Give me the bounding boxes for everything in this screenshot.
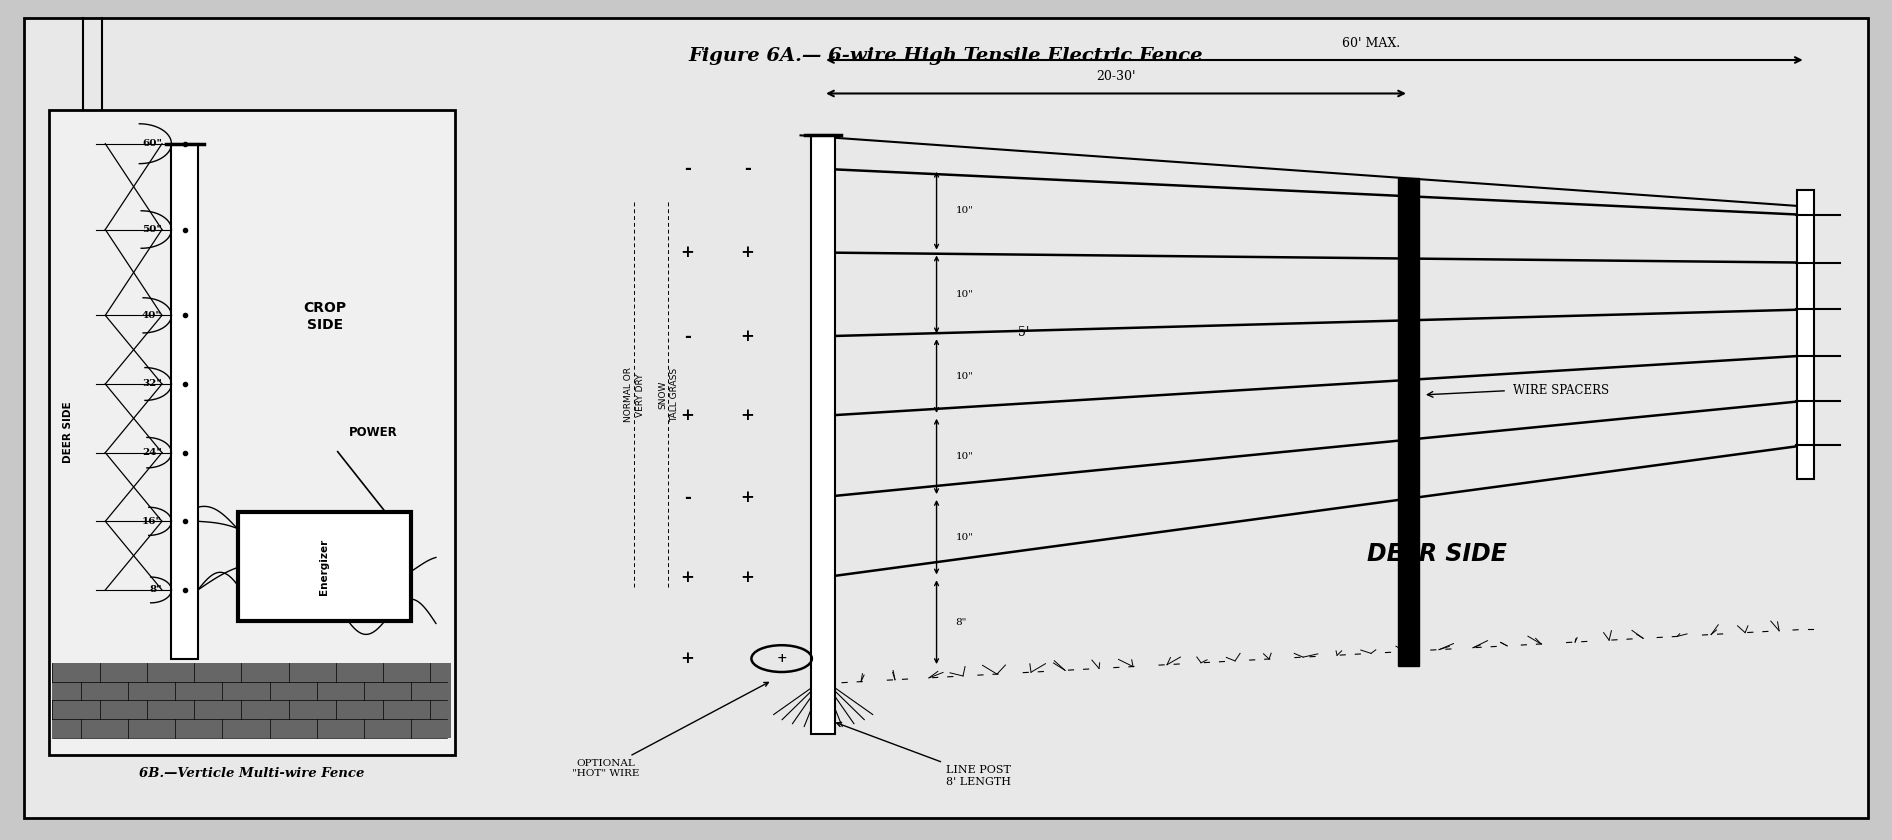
Text: 60' MAX.: 60' MAX. bbox=[1341, 37, 1400, 50]
Text: POWER: POWER bbox=[350, 426, 397, 439]
Text: +: + bbox=[681, 650, 694, 667]
Bar bbox=[172, 144, 199, 659]
Text: LINE POST
8' LENGTH: LINE POST 8' LENGTH bbox=[836, 722, 1010, 786]
Text: CROP
SIDE: CROP SIDE bbox=[303, 302, 346, 332]
Text: +: + bbox=[740, 407, 755, 424]
Text: 10": 10" bbox=[955, 371, 974, 381]
Text: SNOW
TALL GRASS: SNOW TALL GRASS bbox=[658, 368, 679, 422]
Text: 20-30': 20-30' bbox=[1095, 71, 1135, 83]
Text: DEER SIDE: DEER SIDE bbox=[62, 402, 72, 464]
Text: 50": 50" bbox=[142, 225, 163, 234]
Text: 8": 8" bbox=[149, 585, 163, 595]
Text: +: + bbox=[740, 244, 755, 261]
Text: +: + bbox=[681, 407, 694, 424]
Bar bbox=[1797, 190, 1814, 479]
Text: 5': 5' bbox=[1018, 327, 1029, 339]
Bar bbox=[1398, 178, 1419, 666]
Text: 16": 16" bbox=[142, 517, 163, 526]
Text: WIRE SPACERS: WIRE SPACERS bbox=[1514, 384, 1608, 397]
Text: 6B.—Verticle Multi-wire Fence: 6B.—Verticle Multi-wire Fence bbox=[138, 767, 365, 780]
Text: 10": 10" bbox=[955, 206, 974, 215]
Text: -: - bbox=[683, 489, 691, 506]
Text: +: + bbox=[776, 652, 787, 665]
Text: +: + bbox=[681, 569, 694, 585]
Text: -: - bbox=[683, 160, 691, 177]
Text: +: + bbox=[740, 328, 755, 344]
Text: 40": 40" bbox=[142, 311, 163, 320]
Text: -: - bbox=[744, 160, 751, 177]
Text: +: + bbox=[681, 244, 694, 261]
Text: Figure 6A.— 6-wire High Tensile Electric Fence: Figure 6A.— 6-wire High Tensile Electric… bbox=[689, 47, 1203, 65]
Text: 24": 24" bbox=[142, 449, 163, 457]
Bar bbox=[49, 110, 454, 755]
Text: 10": 10" bbox=[955, 533, 974, 542]
Text: 32": 32" bbox=[142, 380, 163, 388]
Text: DEER SIDE: DEER SIDE bbox=[1368, 542, 1508, 566]
Text: 10": 10" bbox=[955, 290, 974, 299]
Bar bbox=[53, 663, 450, 738]
Text: 60": 60" bbox=[142, 139, 163, 148]
Text: -: - bbox=[683, 328, 691, 344]
Bar bbox=[238, 512, 411, 621]
Text: OPTIONAL
"HOT" WIRE: OPTIONAL "HOT" WIRE bbox=[571, 682, 768, 779]
Text: +: + bbox=[740, 569, 755, 585]
Text: 8": 8" bbox=[955, 617, 967, 627]
Text: NORMAL OR
VERY DRY: NORMAL OR VERY DRY bbox=[624, 367, 645, 423]
Text: Energizer: Energizer bbox=[320, 538, 329, 595]
Text: 10": 10" bbox=[955, 452, 974, 461]
Bar bbox=[812, 135, 836, 734]
Text: +: + bbox=[740, 489, 755, 506]
